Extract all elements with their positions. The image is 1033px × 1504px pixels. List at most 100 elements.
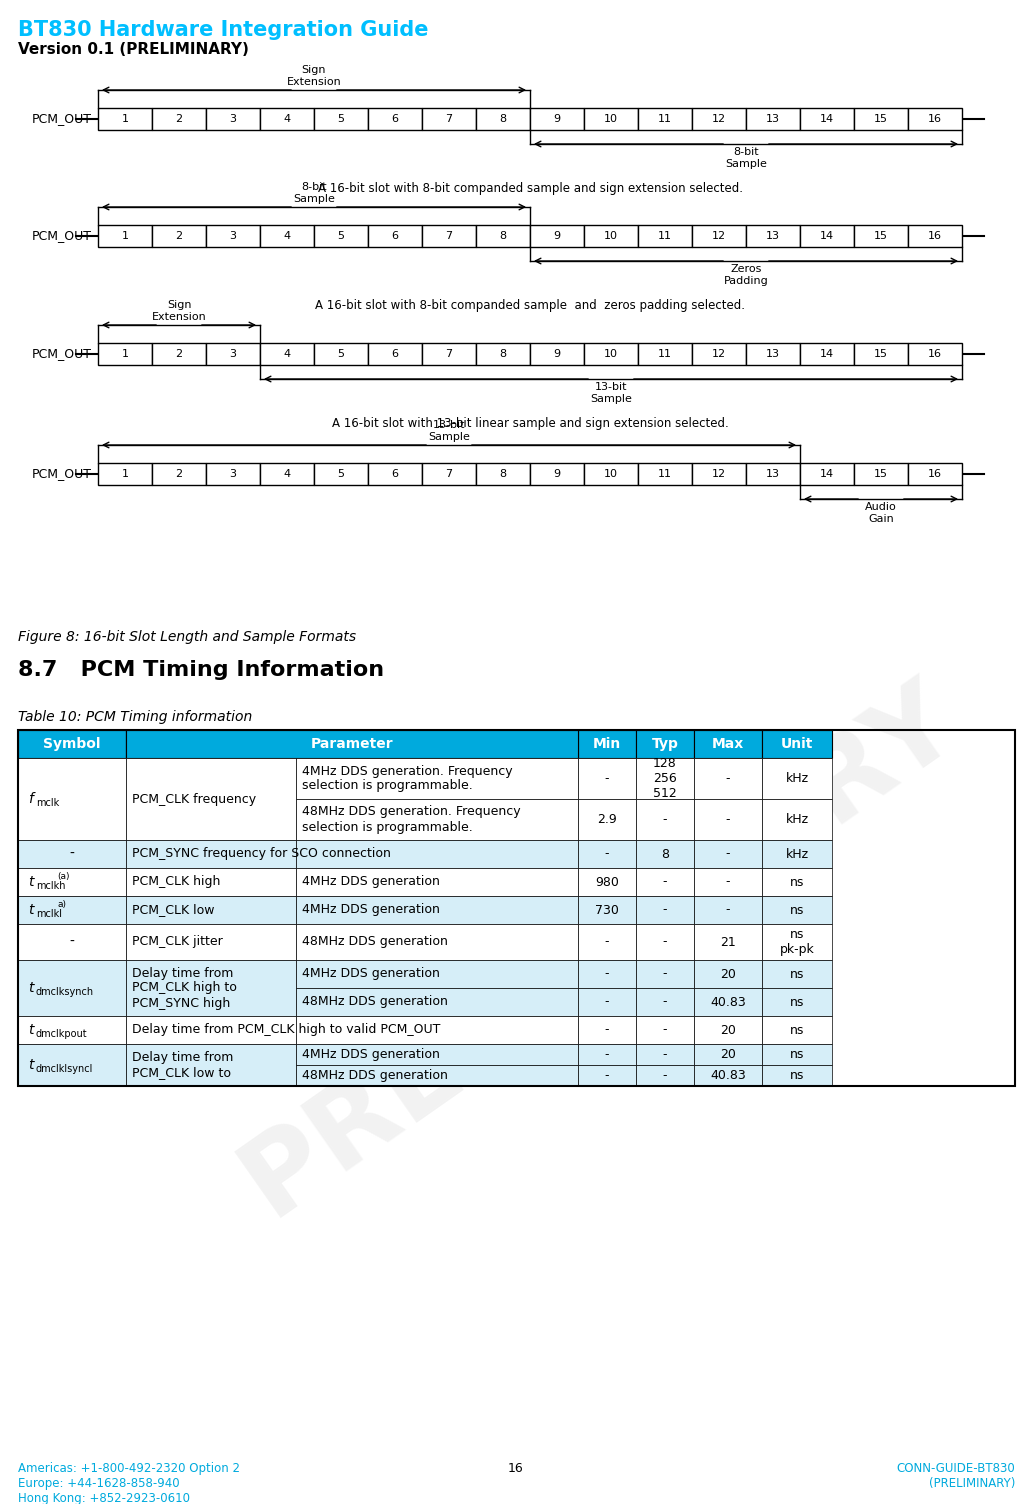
Text: 4: 4 [283,232,290,241]
Bar [638,463,692,484]
Bar [908,226,962,247]
Text: -: - [663,1069,667,1081]
Bar [126,868,296,896]
Text: mclkl: mclkl [36,908,62,919]
Bar [636,923,694,960]
Text: 4: 4 [283,349,290,359]
Bar [18,841,126,868]
Bar [636,868,694,896]
Bar [694,960,762,988]
Bar [636,896,694,923]
Bar [578,841,636,868]
Bar [800,343,854,365]
Text: 13-bit
Sample: 13-bit Sample [590,382,632,403]
Text: Unit: Unit [781,737,813,750]
Text: 13: 13 [766,232,780,241]
Text: 48MHz DDS generation: 48MHz DDS generation [302,996,448,1009]
Text: 16: 16 [928,469,942,478]
Bar [18,896,126,923]
Text: 4MHz DDS generation: 4MHz DDS generation [302,904,440,916]
Text: Delay time from
PCM_CLK high to
PCM_SYNC high: Delay time from PCM_CLK high to PCM_SYNC… [132,967,237,1009]
Bar [854,463,908,484]
Bar [636,1044,694,1065]
Bar [638,108,692,129]
Bar [296,1044,578,1065]
Text: 40.83: 40.83 [710,1069,746,1081]
Text: 10: 10 [604,114,618,123]
Text: 730: 730 [595,904,619,916]
Bar [368,343,422,365]
Bar [18,729,126,758]
Bar [126,896,296,923]
Bar [762,758,832,799]
Bar [636,960,694,988]
Text: 980: 980 [595,875,619,889]
Text: 12: 12 [712,232,726,241]
Bar [636,799,694,841]
Text: dmclkpout: dmclkpout [36,1029,88,1039]
Bar [314,463,368,484]
Bar [800,463,854,484]
Text: -: - [604,1024,609,1036]
Text: 128
256
512: 128 256 512 [653,757,677,800]
Bar [126,729,296,758]
Text: Table 10: PCM Timing information: Table 10: PCM Timing information [18,710,252,723]
Bar [694,923,762,960]
Text: 7: 7 [445,232,452,241]
Bar [18,729,1015,1086]
Bar [692,463,746,484]
Bar [18,960,126,1017]
Bar [206,108,260,129]
Bar [636,758,694,799]
Text: 11: 11 [658,114,672,123]
Text: (a): (a) [57,872,69,881]
Bar [762,960,832,988]
Bar [530,463,584,484]
Text: ns: ns [790,1024,804,1036]
Text: 15: 15 [874,114,888,123]
Bar [530,108,584,129]
Text: -: - [663,935,667,949]
Bar [578,1044,636,1065]
Text: kHz: kHz [785,772,809,785]
Bar [584,463,638,484]
Text: 14: 14 [820,114,834,123]
Bar [578,799,636,841]
Bar [694,896,762,923]
Text: -: - [604,967,609,981]
Text: PCM_SYNC frequency for SCO connection: PCM_SYNC frequency for SCO connection [132,847,390,860]
Text: -: - [726,904,730,916]
Text: PCM_CLK high: PCM_CLK high [132,875,220,889]
Text: 6: 6 [392,114,399,123]
Text: 12: 12 [712,114,726,123]
Bar [314,108,368,129]
Text: 3: 3 [229,232,237,241]
Text: PCM_OUT: PCM_OUT [32,468,92,480]
Text: 5: 5 [338,114,344,123]
Bar [152,108,206,129]
Text: 14: 14 [820,232,834,241]
Bar [762,1065,832,1086]
Text: ns: ns [790,904,804,916]
Text: 6: 6 [392,232,399,241]
Text: 10: 10 [604,232,618,241]
Text: PCM_OUT: PCM_OUT [32,347,92,361]
Bar [746,343,800,365]
Bar [908,343,962,365]
Text: Figure 8: 16-bit Slot Length and Sample Formats: Figure 8: 16-bit Slot Length and Sample … [18,630,356,644]
Text: mclkh: mclkh [36,881,65,890]
Text: 8.7   PCM Timing Information: 8.7 PCM Timing Information [18,660,384,680]
Bar [908,108,962,129]
Text: Max: Max [712,737,744,750]
Text: -: - [726,772,730,785]
Bar [694,1065,762,1086]
Text: Parameter: Parameter [311,737,394,750]
Bar [260,226,314,247]
Text: -: - [663,1048,667,1060]
Text: 1: 1 [122,349,128,359]
Bar [800,108,854,129]
Text: 8-bit
Sample: 8-bit Sample [725,147,766,168]
Bar [18,923,126,960]
Text: 8-bit
Sample: 8-bit Sample [293,182,335,205]
Bar [578,729,636,758]
